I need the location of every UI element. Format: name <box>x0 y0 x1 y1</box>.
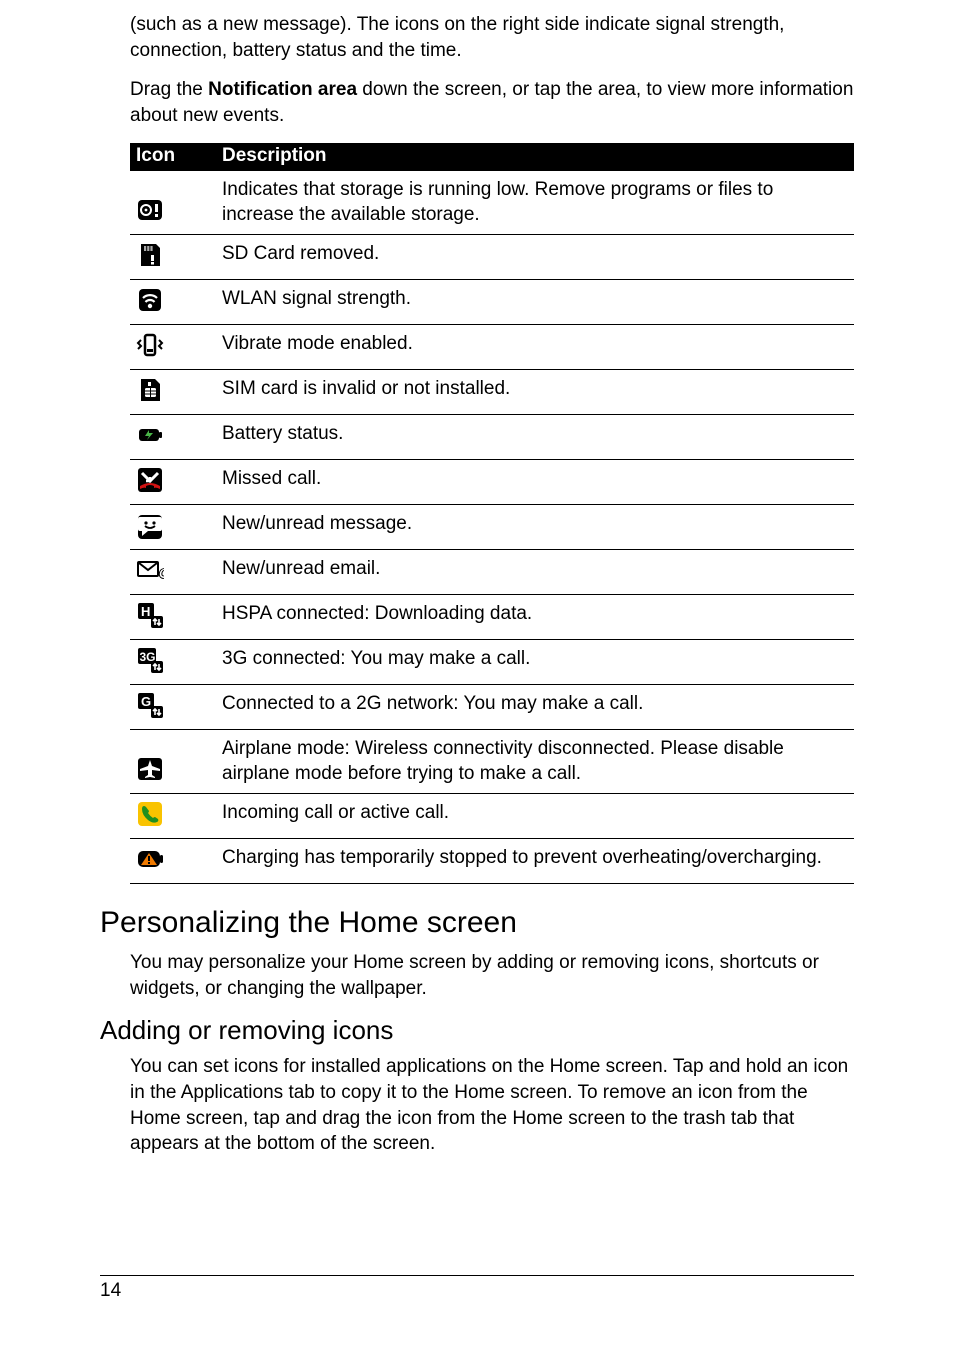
table-desc: HSPA connected: Downloading data. <box>216 594 854 639</box>
battery-icon <box>130 414 216 459</box>
table-row: Missed call. <box>130 459 854 504</box>
page-number: 14 <box>100 1280 121 1301</box>
table-desc: SD Card removed. <box>216 234 854 279</box>
heading-personalizing: Personalizing the Home screen <box>100 906 854 940</box>
hspa-icon: H <box>130 594 216 639</box>
table-desc: Vibrate mode enabled. <box>216 324 854 369</box>
wlan-icon <box>130 279 216 324</box>
table-header-desc: Description <box>216 143 854 171</box>
table-row: Airplane mode: Wireless connectivity dis… <box>130 729 854 793</box>
page-footer: 14 <box>100 1275 854 1302</box>
table-desc: Battery status. <box>216 414 854 459</box>
table-desc: SIM card is invalid or not installed. <box>216 369 854 414</box>
table-row: @ New/unread email. <box>130 549 854 594</box>
storage-low-icon <box>130 171 216 235</box>
table-header-icon: Icon <box>130 143 216 171</box>
charge-stopped-icon <box>130 839 216 884</box>
notification-area-label: Notification area <box>208 79 357 100</box>
3g-icon: 3G <box>130 639 216 684</box>
table-row: Vibrate mode enabled. <box>130 324 854 369</box>
vibrate-icon <box>130 324 216 369</box>
table-desc: Connected to a 2G network: You may make … <box>216 684 854 729</box>
svg-text:H: H <box>141 604 150 619</box>
new-email-icon: @ <box>130 549 216 594</box>
table-desc: Indicates that storage is running low. R… <box>216 171 854 235</box>
table-desc: Charging has temporarily stopped to prev… <box>216 839 854 884</box>
table-desc: Airplane mode: Wireless connectivity dis… <box>216 729 854 793</box>
intro-paragraph-2: Drag the Notification area down the scre… <box>130 77 854 128</box>
table-row: Indicates that storage is running low. R… <box>130 171 854 235</box>
heading-add-remove-icons: Adding or removing icons <box>100 1015 854 1046</box>
intro-paragraph-1: (such as a new message). The icons on th… <box>130 12 854 63</box>
table-desc: New/unread message. <box>216 504 854 549</box>
incoming-call-icon <box>130 794 216 839</box>
icon-description-table: Icon Description Indicates that storage … <box>130 143 854 885</box>
sim-invalid-icon <box>130 369 216 414</box>
table-row: WLAN signal strength. <box>130 279 854 324</box>
table-row: G Connected to a 2G network: You may mak… <box>130 684 854 729</box>
airplane-icon <box>130 729 216 793</box>
table-desc: New/unread email. <box>216 549 854 594</box>
sd-removed-icon <box>130 234 216 279</box>
svg-text:@: @ <box>158 565 164 580</box>
table-desc: 3G connected: You may make a call. <box>216 639 854 684</box>
table-row: H HSPA connected: Downloading data. <box>130 594 854 639</box>
table-row: Battery status. <box>130 414 854 459</box>
paragraph-personalizing: You may personalize your Home screen by … <box>130 950 854 1001</box>
table-row: 3G 3G connected: You may make a call. <box>130 639 854 684</box>
table-desc: Incoming call or active call. <box>216 794 854 839</box>
table-row: Charging has temporarily stopped to prev… <box>130 839 854 884</box>
table-row: SD Card removed. <box>130 234 854 279</box>
2g-icon: G <box>130 684 216 729</box>
paragraph-add-remove-icons: You can set icons for installed applicat… <box>130 1054 854 1157</box>
new-message-icon <box>130 504 216 549</box>
missed-call-icon <box>130 459 216 504</box>
table-row: Incoming call or active call. <box>130 794 854 839</box>
table-desc: Missed call. <box>216 459 854 504</box>
table-desc: WLAN signal strength. <box>216 279 854 324</box>
svg-text:G: G <box>141 694 151 709</box>
table-row: New/unread message. <box>130 504 854 549</box>
table-row: SIM card is invalid or not installed. <box>130 369 854 414</box>
